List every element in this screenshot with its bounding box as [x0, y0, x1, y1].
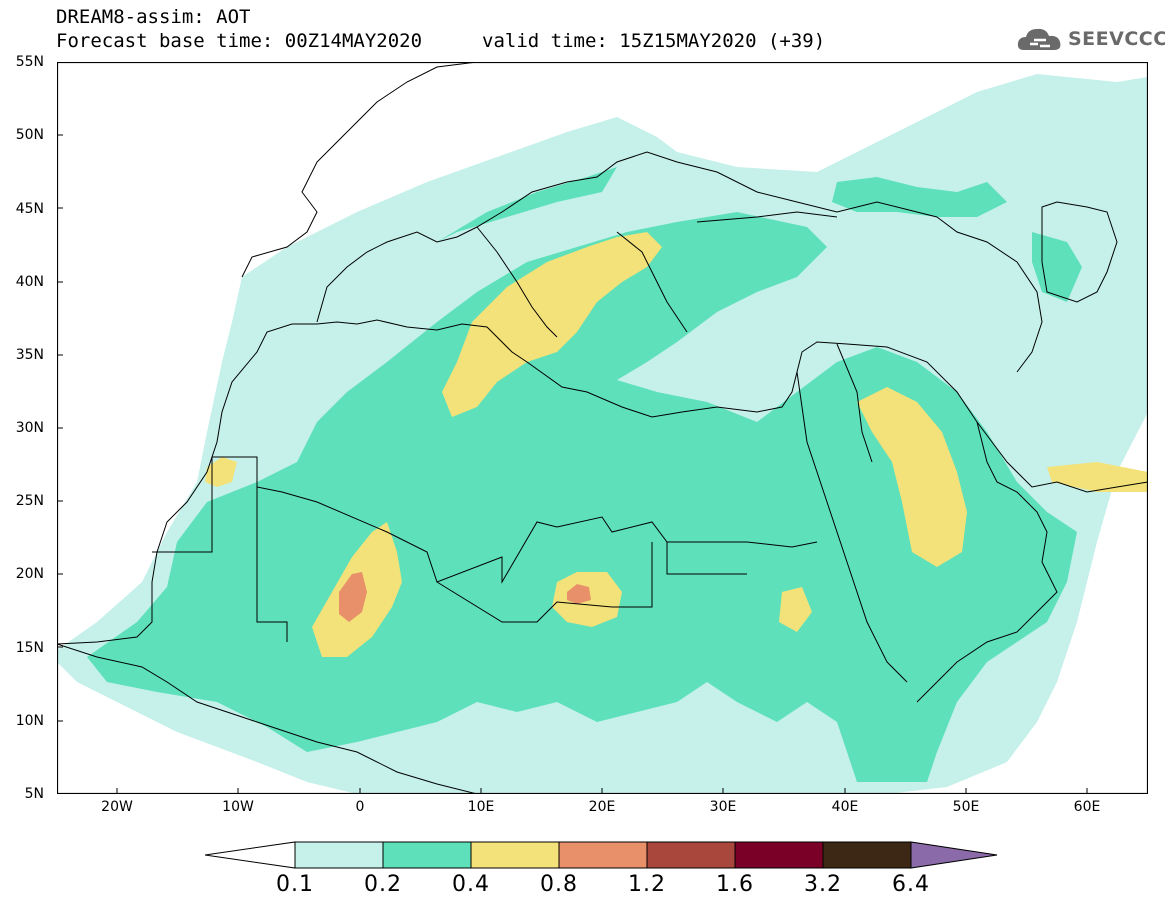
- lat-label: 20N: [15, 566, 44, 582]
- lat-label: 10N: [15, 713, 44, 729]
- colorbar-bin: [382, 841, 472, 869]
- lat-label: 55N: [15, 54, 44, 70]
- lon-label: 40E: [831, 799, 859, 815]
- lon-label: 10W: [222, 799, 254, 815]
- colorbar-bin: [294, 841, 384, 869]
- seevccc-logo: SEEVCCC: [1016, 24, 1165, 54]
- colorbar-label: 0.1: [276, 872, 314, 897]
- lon-label: 50E: [952, 799, 980, 815]
- lat-label: 40N: [15, 274, 44, 290]
- forecast-base-time: Forecast base time: 00Z14MAY2020: [56, 30, 423, 52]
- lon-label: 30E: [709, 799, 737, 815]
- colorbar-bin: [470, 841, 560, 869]
- lat-label: 15N: [15, 640, 44, 656]
- colorbar-bin: [646, 841, 736, 869]
- lat-label: 45N: [15, 201, 44, 217]
- lon-label: 20E: [588, 799, 616, 815]
- colorbar-label: 6.4: [892, 872, 930, 897]
- lat-label: 25N: [15, 493, 44, 509]
- colorbar-label: 0.2: [364, 872, 402, 897]
- colorbar-bin: [205, 841, 296, 869]
- lon-label: 10E: [467, 799, 495, 815]
- colorbar-label: 0.4: [452, 872, 490, 897]
- colorbar-label: 0.8: [540, 872, 578, 897]
- logo-text: SEEVCCC: [1068, 28, 1165, 50]
- tick-marks: [57, 134, 1088, 794]
- lat-label: 35N: [15, 347, 44, 363]
- lat-label: 50N: [15, 127, 44, 143]
- aot-colorbar: [205, 841, 998, 869]
- colorbar-bin: [558, 841, 648, 869]
- colorbar-label: 3.2: [804, 872, 842, 897]
- lon-label: 20W: [101, 799, 133, 815]
- valid-time: valid time: 15Z15MAY2020 (+39): [482, 30, 826, 52]
- lat-label: 5N: [24, 786, 44, 802]
- aot-shade-very-high: [339, 572, 591, 622]
- colorbar-bin: [734, 841, 824, 869]
- colorbar-bin: [910, 841, 998, 869]
- map-title: DREAM8-assim: AOT: [56, 6, 251, 28]
- lon-label: 60E: [1073, 799, 1101, 815]
- lat-label: 30N: [15, 420, 44, 436]
- cloud-icon: [1017, 28, 1061, 50]
- coastlines-and-borders: [57, 62, 1148, 794]
- colorbar-label: 1.6: [716, 872, 754, 897]
- colorbar-label: 1.2: [628, 872, 666, 897]
- lon-label: 0: [355, 799, 365, 815]
- aot-map: [57, 62, 1148, 794]
- colorbar-bin: [822, 841, 912, 869]
- aot-shade-high: [205, 232, 1148, 657]
